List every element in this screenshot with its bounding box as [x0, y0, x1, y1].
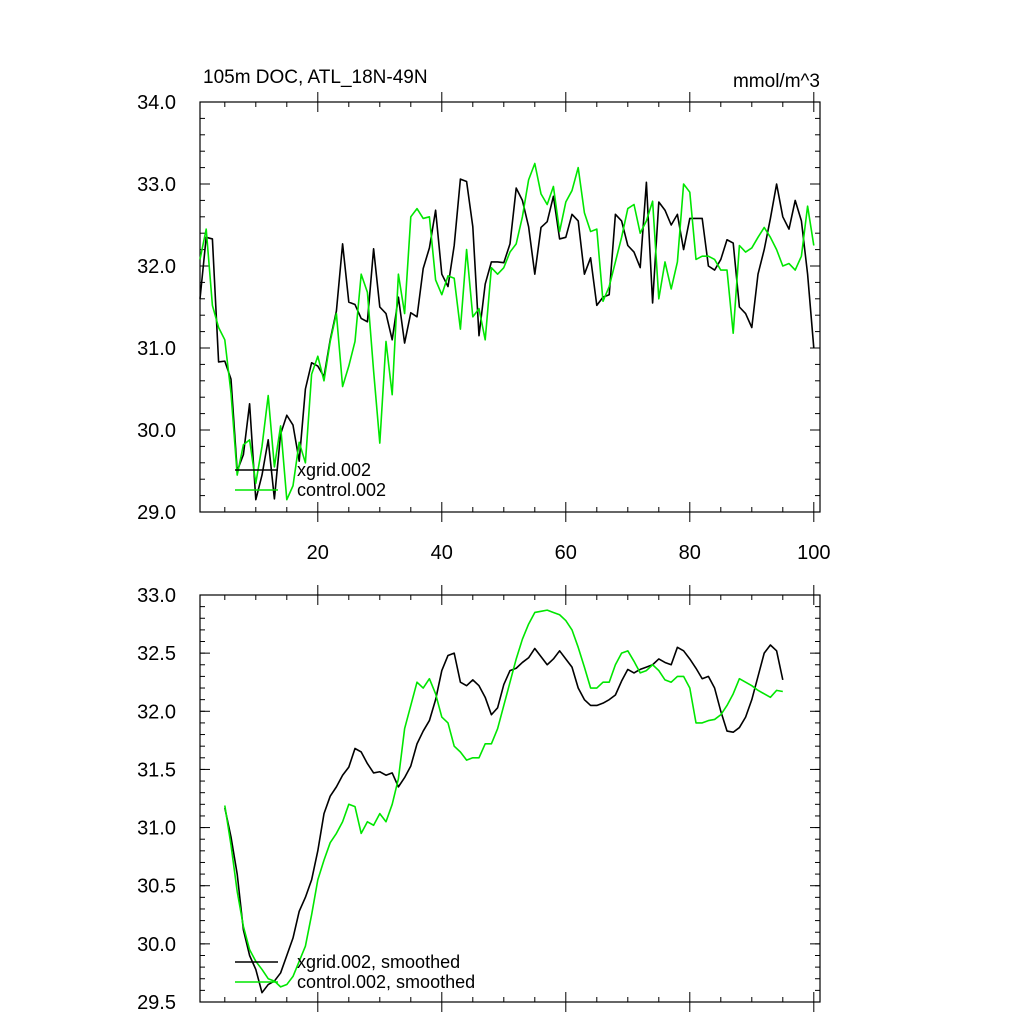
legend-label: control.002, smoothed: [297, 972, 475, 992]
y-tick-label: 31.5: [137, 759, 176, 781]
y-tick-label: 34.0: [137, 92, 176, 114]
plot-frame: [199, 101, 821, 513]
units-label: mmol/m^3: [733, 71, 820, 92]
y-tick-label: 30.0: [137, 420, 176, 442]
y-tick-label: 32.5: [137, 643, 176, 665]
y-tick-label: 32.0: [137, 701, 176, 723]
y-tick-label: 29.0: [137, 502, 176, 524]
y-tick-label: 30.5: [137, 876, 176, 898]
y-tick-label: 29.5: [137, 992, 176, 1014]
x-tick-label: 60: [555, 542, 577, 564]
x-tick-label: 20: [307, 542, 329, 564]
series-line-xgrid-002: [199, 178, 815, 501]
top-panel: 105m DOC, ATL_18N-49N mmol/m^3 20 40 60 80 1…: [137, 67, 830, 564]
legend-label: xgrid.002, smoothed: [297, 952, 460, 972]
chart-title: 105m DOC, ATL_18N-49N: [203, 67, 428, 88]
series-line-xgrid-002-smoothed: [224, 644, 784, 994]
y-tick-label: 33.0: [137, 174, 176, 196]
series-line-control-002-smoothed: [224, 609, 783, 988]
y-tick-label: 31.0: [137, 818, 176, 840]
y-tick-label: 31.0: [137, 338, 176, 360]
series-line-control-002: [199, 162, 815, 501]
legend-label: control.002: [297, 480, 386, 500]
y-tick-label: 30.0: [137, 934, 176, 956]
legend-label: xgrid.002: [297, 460, 371, 480]
x-tick-label: 80: [679, 542, 701, 564]
bottom-panel: 29.5 30.0 30.5 31.0 31.5 32.0 32.5 33.0 xgrid.00…: [137, 585, 821, 1014]
x-tick-label: 40: [431, 542, 453, 564]
plot-frame: [199, 594, 821, 1003]
y-tick-label: 32.0: [137, 256, 176, 278]
y-tick-label: 33.0: [137, 585, 176, 607]
x-tick-label: 100: [797, 542, 830, 564]
